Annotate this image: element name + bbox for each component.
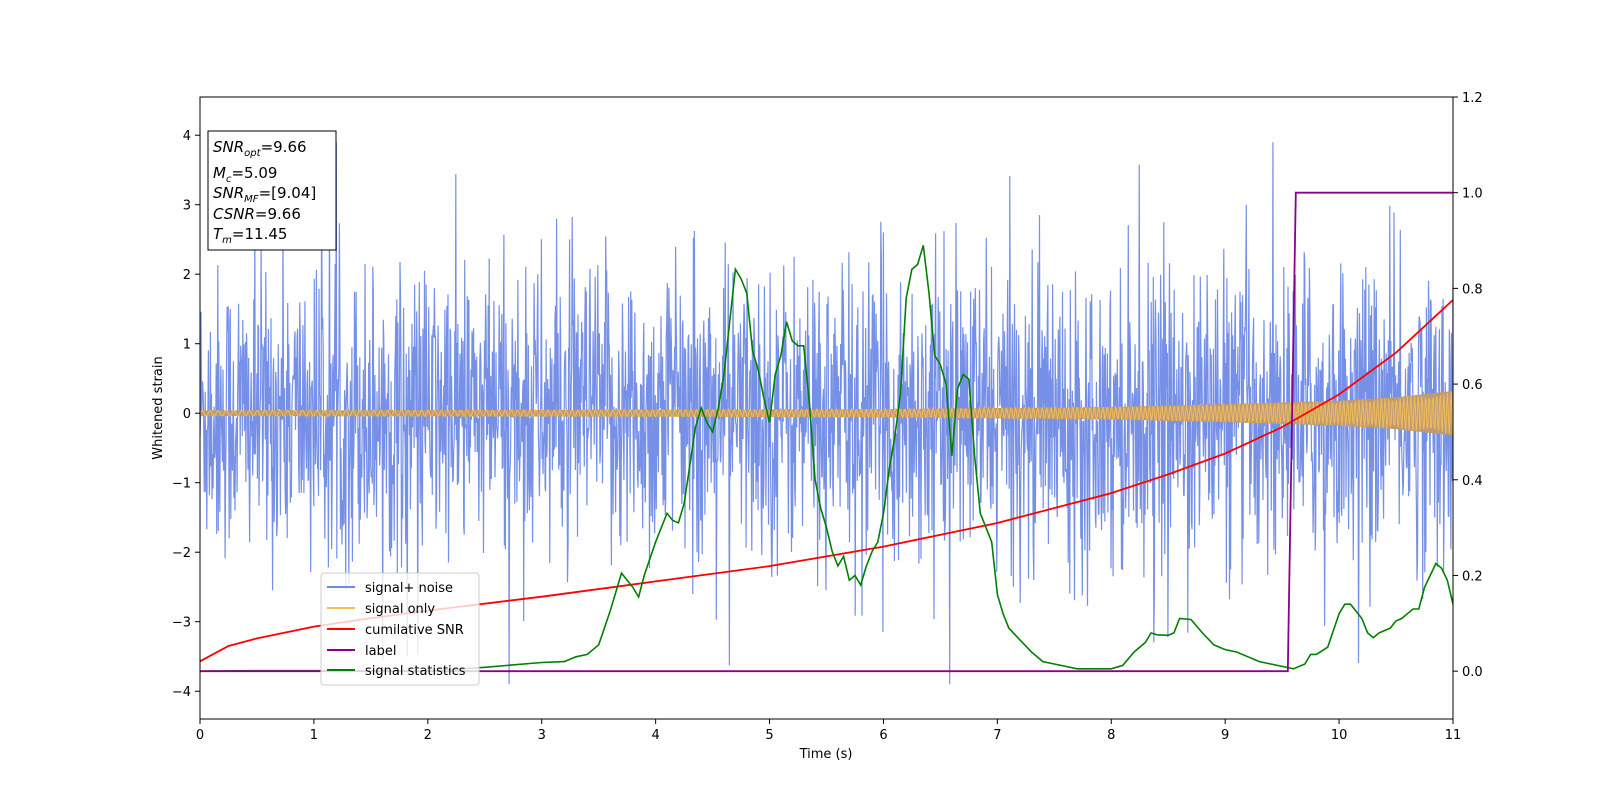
- y-left-tick-label: 2: [183, 268, 191, 283]
- y-left-tick-label: −4: [172, 685, 191, 700]
- y-right-tick-label: 1.2: [1462, 91, 1483, 106]
- label-line: [200, 191, 1453, 673]
- signal-noise-line: [200, 142, 1453, 685]
- signal-only-line: [200, 392, 1453, 435]
- signal-only-envelope: [200, 391, 1453, 436]
- y-right-tick-label: 0.4: [1462, 474, 1483, 489]
- y-right-tick-label: 0.2: [1462, 569, 1483, 584]
- x-axis: 0 1 2 3 4 5 6 7 8 9 10 11: [196, 719, 1461, 743]
- legend-frame: [320, 572, 480, 686]
- y-left-tick-label: 3: [183, 199, 191, 214]
- x-tick-label: 0: [196, 728, 204, 743]
- plot-area: [200, 142, 1453, 685]
- x-tick-label: 5: [765, 728, 773, 743]
- legend-label-signal-only: signal only: [365, 602, 435, 617]
- signal-statistics-line: [200, 245, 1453, 672]
- x-tick-label: 2: [424, 728, 432, 743]
- legend-label-signal-noise: signal+ noise: [365, 581, 453, 596]
- y-right-tick-label: 0.8: [1462, 282, 1483, 297]
- y-left-tick-label: −2: [172, 546, 191, 561]
- legend-label-signal-statistics: signal statistics: [365, 664, 466, 679]
- x-tick-label: 1: [310, 728, 318, 743]
- stat-snr-opt: SNRopt=9.66: [213, 138, 307, 159]
- x-tick-label: 6: [879, 728, 887, 743]
- legend: signal+ noise signal only cumilative SNR…: [320, 572, 480, 686]
- y-right-tick-label: 0.0: [1462, 665, 1483, 680]
- y-left-tick-label: 1: [183, 338, 191, 353]
- x-axis-label: Time (s): [799, 747, 853, 762]
- x-tick-label: 3: [538, 728, 546, 743]
- y-axis-right: 0.0 0.2 0.4 0.6 0.8 1.0 1.2: [1453, 91, 1483, 680]
- stats-box: SNRopt=9.66 Mc=5.09 SNRMF=[9.04] CSNR=9.…: [207, 130, 337, 251]
- y-right-tick-label: 1.0: [1462, 187, 1483, 202]
- x-tick-label: 9: [1221, 728, 1229, 743]
- x-tick-label: 4: [651, 728, 659, 743]
- y-right-tick-label: 0.6: [1462, 378, 1483, 393]
- y-axis-label: Whitened strain: [151, 356, 166, 459]
- plot-frame: [199, 96, 1454, 720]
- legend-label-label: label: [365, 644, 396, 659]
- stat-csnr: CSNR=9.66: [213, 205, 301, 223]
- x-tick-label: 10: [1331, 728, 1348, 743]
- stat-mc: Mc=5.09: [213, 164, 277, 185]
- y-axis-left: −4 −3 −2 −1 0 1 2 3 4: [172, 129, 200, 700]
- x-tick-label: 8: [1107, 728, 1115, 743]
- stat-tm: Tm=11.45: [213, 225, 287, 246]
- legend-label-cumulative-snr: cumilative SNR: [365, 623, 464, 638]
- y-left-tick-label: 0: [183, 407, 191, 422]
- y-left-tick-label: 4: [183, 129, 191, 144]
- stats-box-frame: [207, 130, 337, 251]
- x-tick-label: 11: [1445, 728, 1462, 743]
- x-tick-label: 7: [993, 728, 1001, 743]
- y-left-tick-label: −3: [172, 616, 191, 631]
- stat-snr-mf: SNRMF=[9.04]: [213, 184, 316, 205]
- y-left-tick-label: −1: [172, 477, 191, 492]
